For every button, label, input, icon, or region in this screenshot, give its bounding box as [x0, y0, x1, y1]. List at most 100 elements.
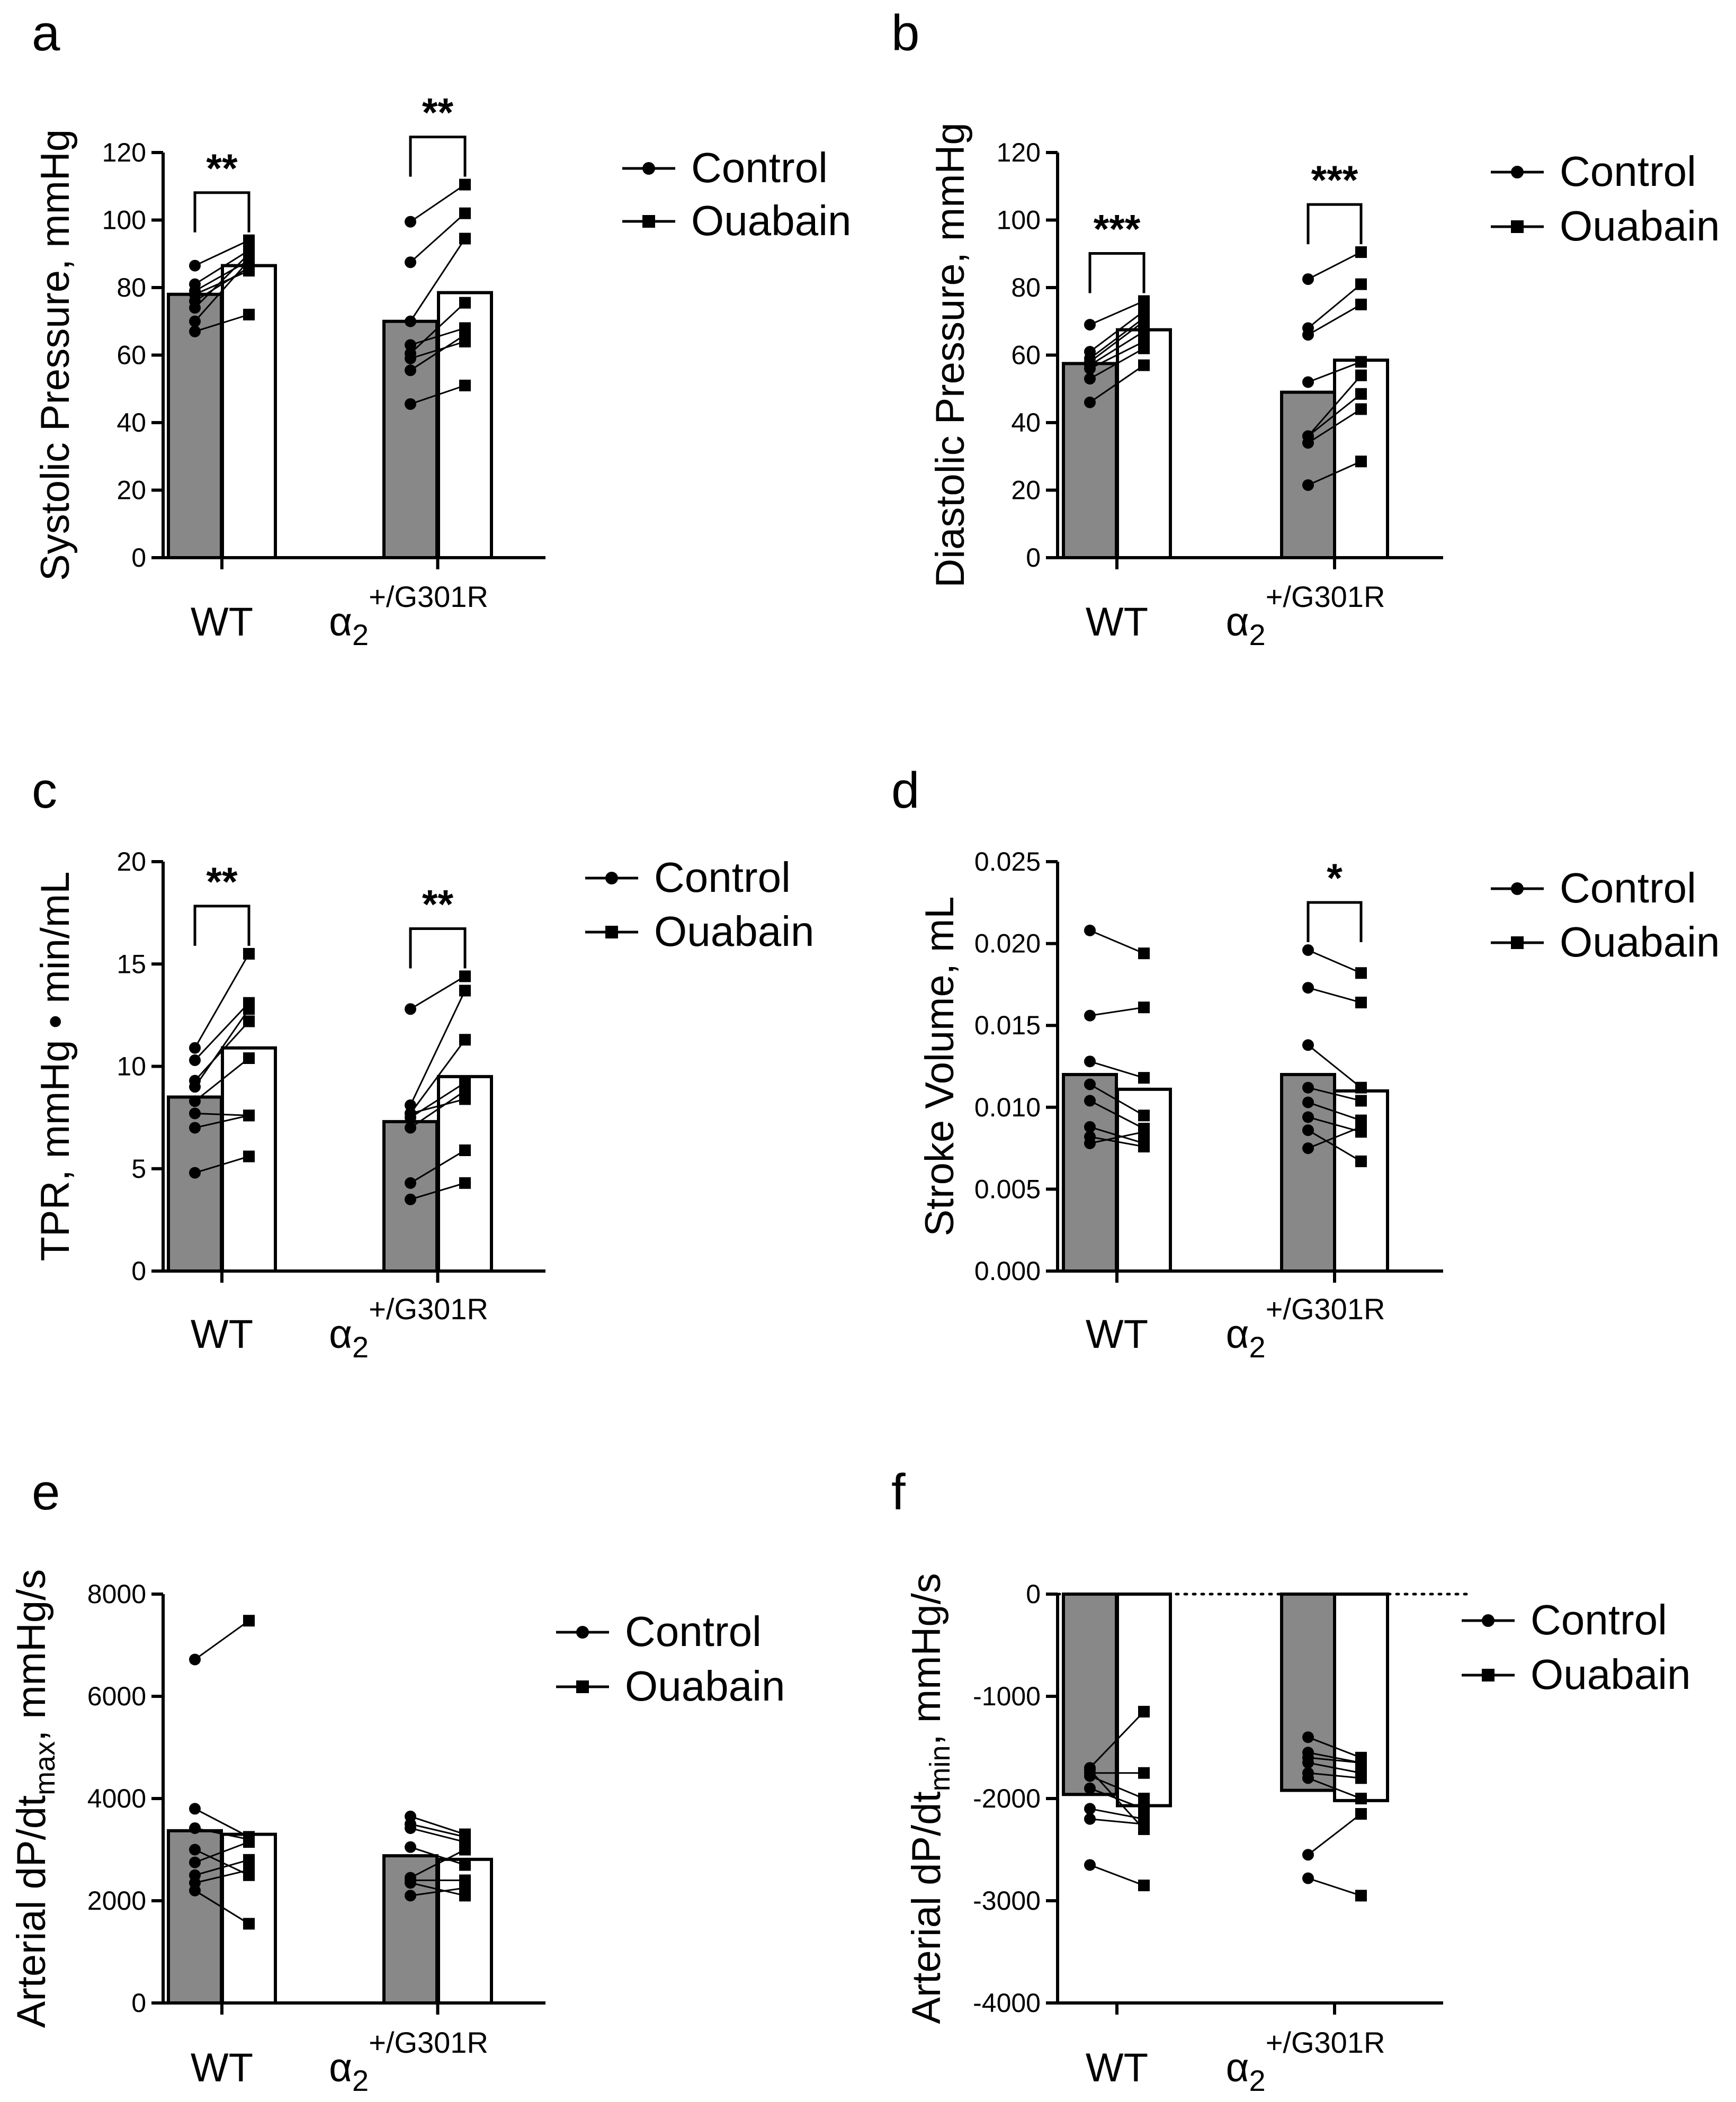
pair-line	[1308, 303, 1362, 336]
y-tick-label: 20	[1011, 476, 1041, 505]
y-tick-label: 8000	[87, 1579, 146, 1609]
ouabain-point	[1355, 1095, 1367, 1107]
ouabain-point	[1138, 359, 1150, 371]
control-point	[1084, 1121, 1096, 1133]
control-point	[1084, 1803, 1096, 1815]
control-point	[1084, 352, 1096, 364]
y-axis-label: Systolic Pressure, mmHg	[33, 129, 78, 581]
pair-line	[409, 1039, 466, 1114]
pair-line	[194, 953, 250, 1049]
ouabain-point	[459, 232, 471, 245]
control-point	[189, 1822, 201, 1834]
pair-line	[194, 1002, 250, 1061]
pair-line	[194, 1808, 249, 1838]
control-point	[405, 1193, 416, 1205]
legend-square-icon	[605, 926, 618, 938]
pair-line	[1308, 408, 1362, 444]
ouabain-point	[459, 1177, 471, 1189]
control-point	[189, 1653, 201, 1666]
ouabain-point	[1355, 455, 1367, 468]
ouabain-point	[1138, 312, 1150, 324]
pair-line	[1089, 317, 1144, 360]
significance-stars: **	[422, 882, 454, 927]
control-point	[189, 1167, 201, 1179]
control-point	[1302, 1731, 1314, 1743]
pair-line	[1308, 1116, 1362, 1133]
pair-line	[194, 1114, 249, 1129]
control-point	[405, 315, 416, 327]
y-axis-label: Diastolic Pressure, mmHg	[928, 122, 973, 587]
pair-line	[1089, 330, 1144, 366]
pair-line	[194, 260, 250, 322]
control-point	[405, 339, 416, 351]
legend-square-icon	[1482, 1669, 1495, 1681]
ouabain-point	[243, 1015, 255, 1027]
control-point	[1302, 944, 1314, 956]
ouabain-point	[459, 1093, 471, 1105]
ouabain-point	[1355, 1793, 1367, 1804]
pair-line	[1089, 310, 1144, 353]
ouabain-point	[243, 1864, 255, 1876]
ouabain-point	[1355, 967, 1367, 979]
pair-line	[194, 270, 249, 296]
bar-control-1	[1280, 390, 1336, 559]
control-point	[405, 1877, 416, 1889]
legend-label-control: Control	[1560, 148, 1696, 195]
y-tick-label: 6000	[87, 1681, 146, 1711]
legend-label-ouabain: Ouabain	[1531, 1651, 1690, 1698]
control-point	[1302, 982, 1314, 994]
category-label: WT	[1086, 2045, 1148, 2090]
y-tick-label: -4000	[973, 1988, 1041, 2018]
ouabain-point	[243, 1918, 255, 1930]
bar-control-0	[1062, 1593, 1118, 1796]
pair-line	[409, 302, 466, 354]
pair-line	[410, 1090, 466, 1129]
legend-circle-icon	[576, 1626, 589, 1639]
control-point	[1084, 363, 1096, 374]
control-point	[1302, 430, 1314, 442]
y-tick-label: 0.025	[974, 847, 1041, 876]
pair-line	[1089, 1864, 1144, 1886]
category-label: WT	[191, 600, 253, 645]
control-point	[405, 1099, 416, 1111]
panel-letter: c	[32, 762, 57, 819]
panel-letter: a	[32, 5, 60, 61]
control-point	[1302, 1096, 1314, 1108]
legend-circle-icon	[605, 872, 618, 884]
ouabain-point	[459, 336, 471, 347]
category-label: α2+/G301R	[1226, 580, 1385, 651]
legend-circle-icon	[1511, 166, 1524, 178]
ouabain-point	[1355, 356, 1367, 368]
ouabain-point	[243, 1052, 255, 1065]
pair-line	[194, 249, 249, 285]
ouabain-point	[1138, 295, 1150, 307]
y-tick-label: -2000	[973, 1784, 1041, 1813]
pair-line	[1089, 1818, 1144, 1825]
ouabain-point	[243, 1150, 255, 1162]
pair-line	[194, 239, 249, 266]
control-point	[405, 1890, 416, 1902]
ouabain-point	[243, 255, 255, 266]
significance-bracket	[1088, 252, 1146, 293]
category-label: α2+/G301R	[1226, 2026, 1385, 2097]
pair-line	[1089, 1808, 1144, 1820]
control-point	[1084, 924, 1096, 936]
ouabain-point	[1355, 1155, 1367, 1167]
control-point	[1302, 1081, 1314, 1094]
control-point	[1084, 396, 1096, 408]
y-tick-label: 0.015	[974, 1010, 1041, 1040]
pair-line	[194, 260, 249, 292]
control-point	[189, 325, 201, 337]
pair-line	[410, 341, 466, 360]
pair-line	[1308, 460, 1362, 486]
pair-line	[1308, 1757, 1362, 1764]
control-point	[189, 1856, 201, 1868]
control-point	[189, 260, 201, 272]
category-label: α2+/G301R	[329, 1292, 488, 1364]
pair-line	[1089, 1084, 1144, 1116]
category-label: WT	[191, 1312, 253, 1357]
pair-line	[410, 976, 466, 1010]
y-tick-label: 40	[1011, 408, 1041, 437]
pair-line	[1308, 1087, 1362, 1102]
